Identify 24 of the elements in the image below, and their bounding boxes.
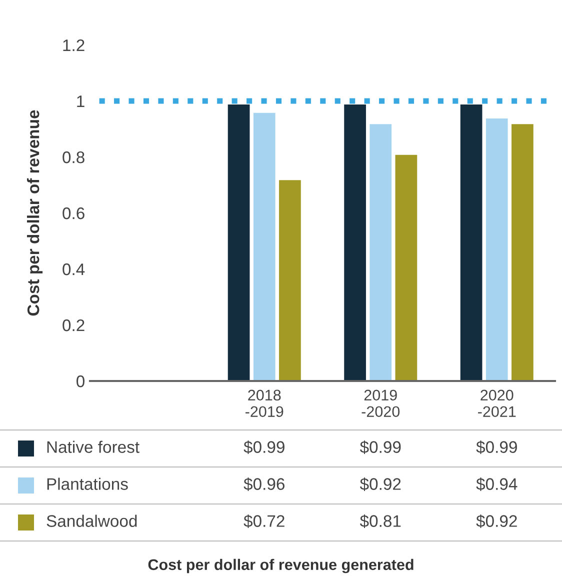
y-tick-label: 0 [76,375,84,388]
data-label: $0.94 [476,477,518,491]
data-label: $0.72 [244,514,284,528]
data-label: $0.96 [244,477,284,491]
y-tick-label: 0.8 [62,151,84,164]
data-label: $0.81 [360,514,401,528]
y-tick-label: 0.6 [62,207,84,220]
legend-label: Plantations [47,478,128,490]
data-label: $0.99 [244,440,284,454]
data-label: $0.92 [476,514,517,528]
data-label: $0.99 [360,440,401,454]
y-tick-label: 1.2 [63,39,84,52]
x-tick-label: 2019 -2020 [362,390,400,418]
legend-label: Sandalwood [46,514,137,527]
y-axis-title: Cost per dollar of revenue [26,110,43,316]
x-tick-label: 2018 -2019 [246,390,284,418]
y-tick-label: 1 [77,96,84,108]
x-tick-label: 2020 -2021 [478,390,516,418]
data-label: $0.92 [360,477,401,491]
legend-label: Native forest [47,440,140,453]
data-label: $0.99 [476,440,517,454]
y-tick-label: 0.2 [62,319,84,332]
y-tick-label: 0.4 [62,263,85,276]
text: Cost per dollar of revenue generated [148,558,414,574]
